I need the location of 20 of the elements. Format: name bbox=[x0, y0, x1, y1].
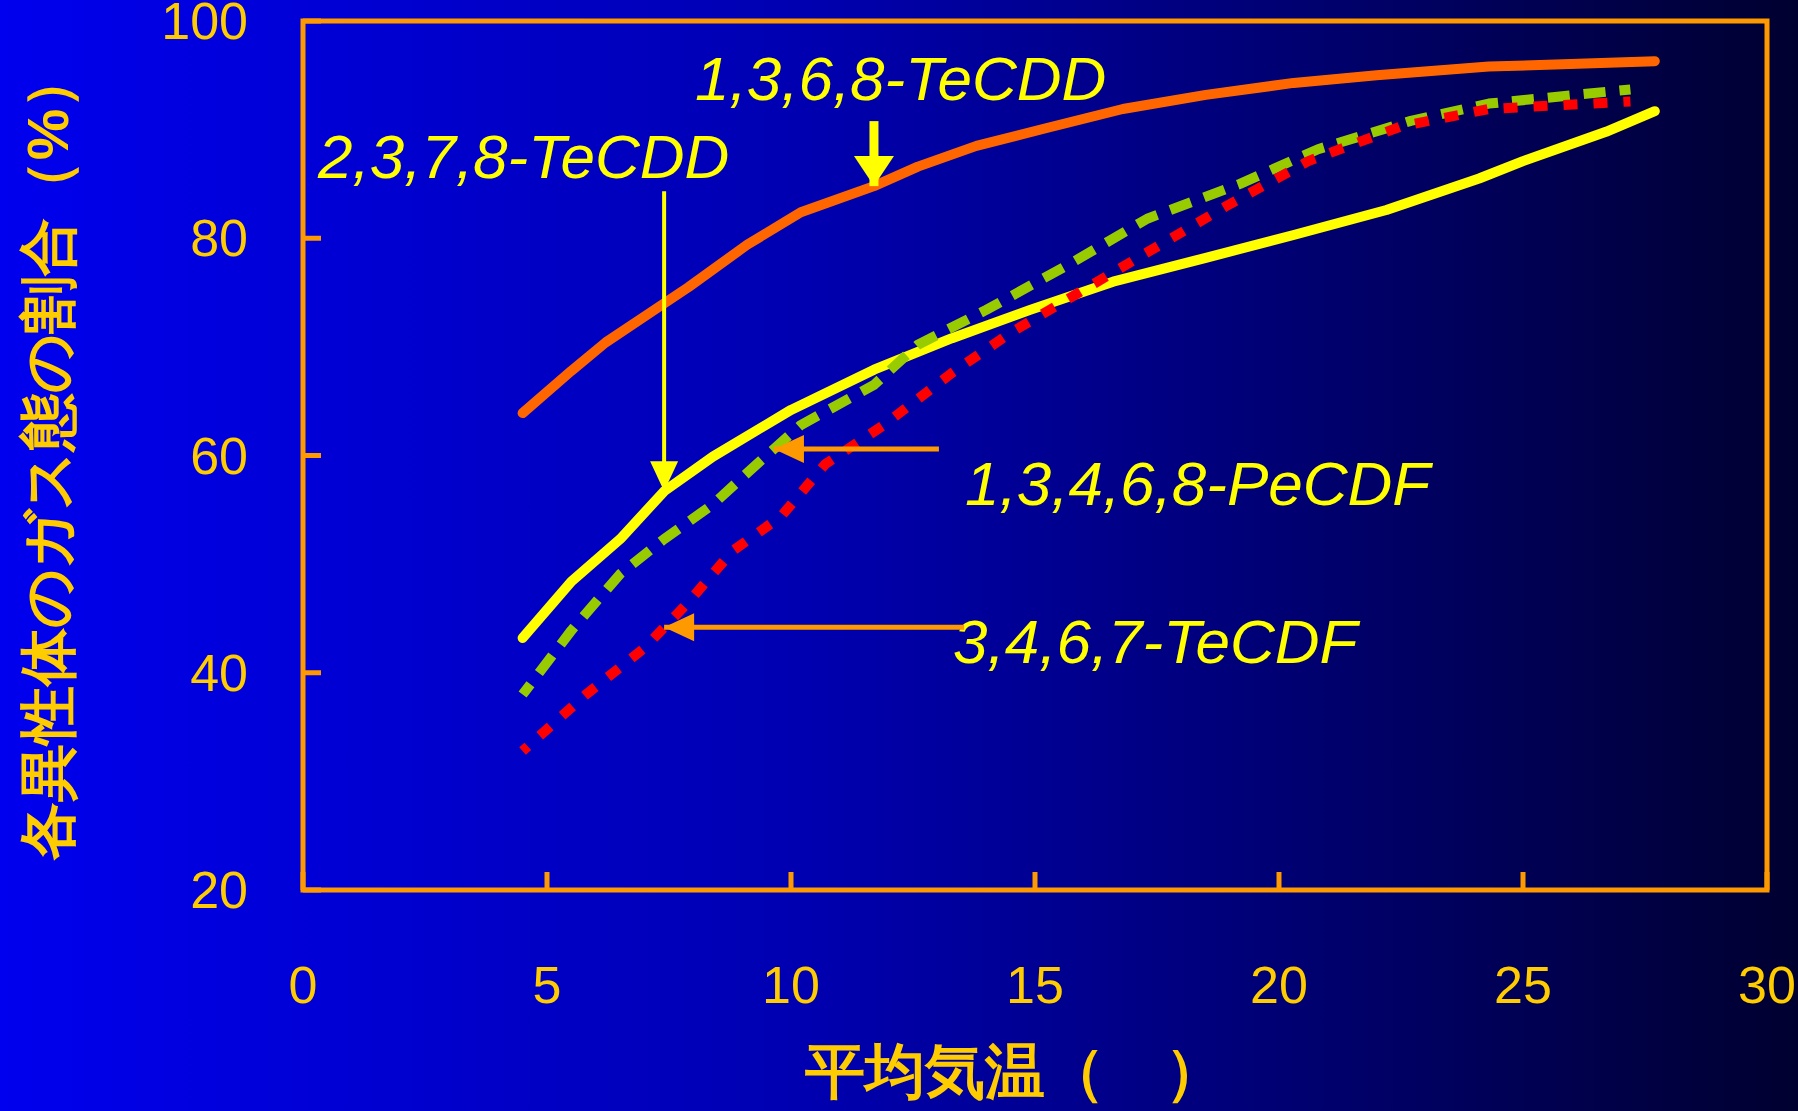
x-tick-label: 20 bbox=[1250, 956, 1308, 1014]
y-tick-label: 100 bbox=[161, 0, 248, 50]
annotation: 1,3,4,6,8-PeCDF bbox=[773, 435, 1431, 518]
annotation: 1,3,4,6,8-PeCDF bbox=[965, 449, 1434, 518]
y-tick-label: 20 bbox=[190, 861, 248, 919]
annotation: 3,4,6,7-TeCDF bbox=[953, 607, 1361, 676]
x-tick-label: 10 bbox=[762, 956, 820, 1014]
x-tick-label: 25 bbox=[1494, 956, 1552, 1014]
y-axis-title: 各異性体のガス態の割合（%） bbox=[15, 50, 80, 862]
x-axis-title: 平均気温（ ） bbox=[804, 1038, 1225, 1105]
y-tick-label: 40 bbox=[190, 643, 248, 702]
y-tick-label: 80 bbox=[190, 209, 248, 268]
annotation: 2,3,7,8-TeCDD bbox=[317, 122, 730, 191]
x-tick-label: 15 bbox=[1006, 956, 1064, 1014]
x-tick-label: 30 bbox=[1738, 956, 1796, 1014]
x-tick-label: 0 bbox=[288, 956, 318, 1014]
annotation: 1,3,6,8-TeCDD bbox=[695, 44, 1107, 113]
x-tick-label: 5 bbox=[532, 956, 562, 1014]
annotation: 2,3,7,8-TeCDD bbox=[318, 122, 730, 492]
y-tick-label: 60 bbox=[190, 426, 248, 485]
